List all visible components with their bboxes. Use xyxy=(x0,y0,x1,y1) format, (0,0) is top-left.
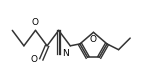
Text: O: O xyxy=(32,18,39,27)
Text: N: N xyxy=(63,49,69,58)
Text: O: O xyxy=(30,55,37,64)
Text: O: O xyxy=(90,35,97,44)
